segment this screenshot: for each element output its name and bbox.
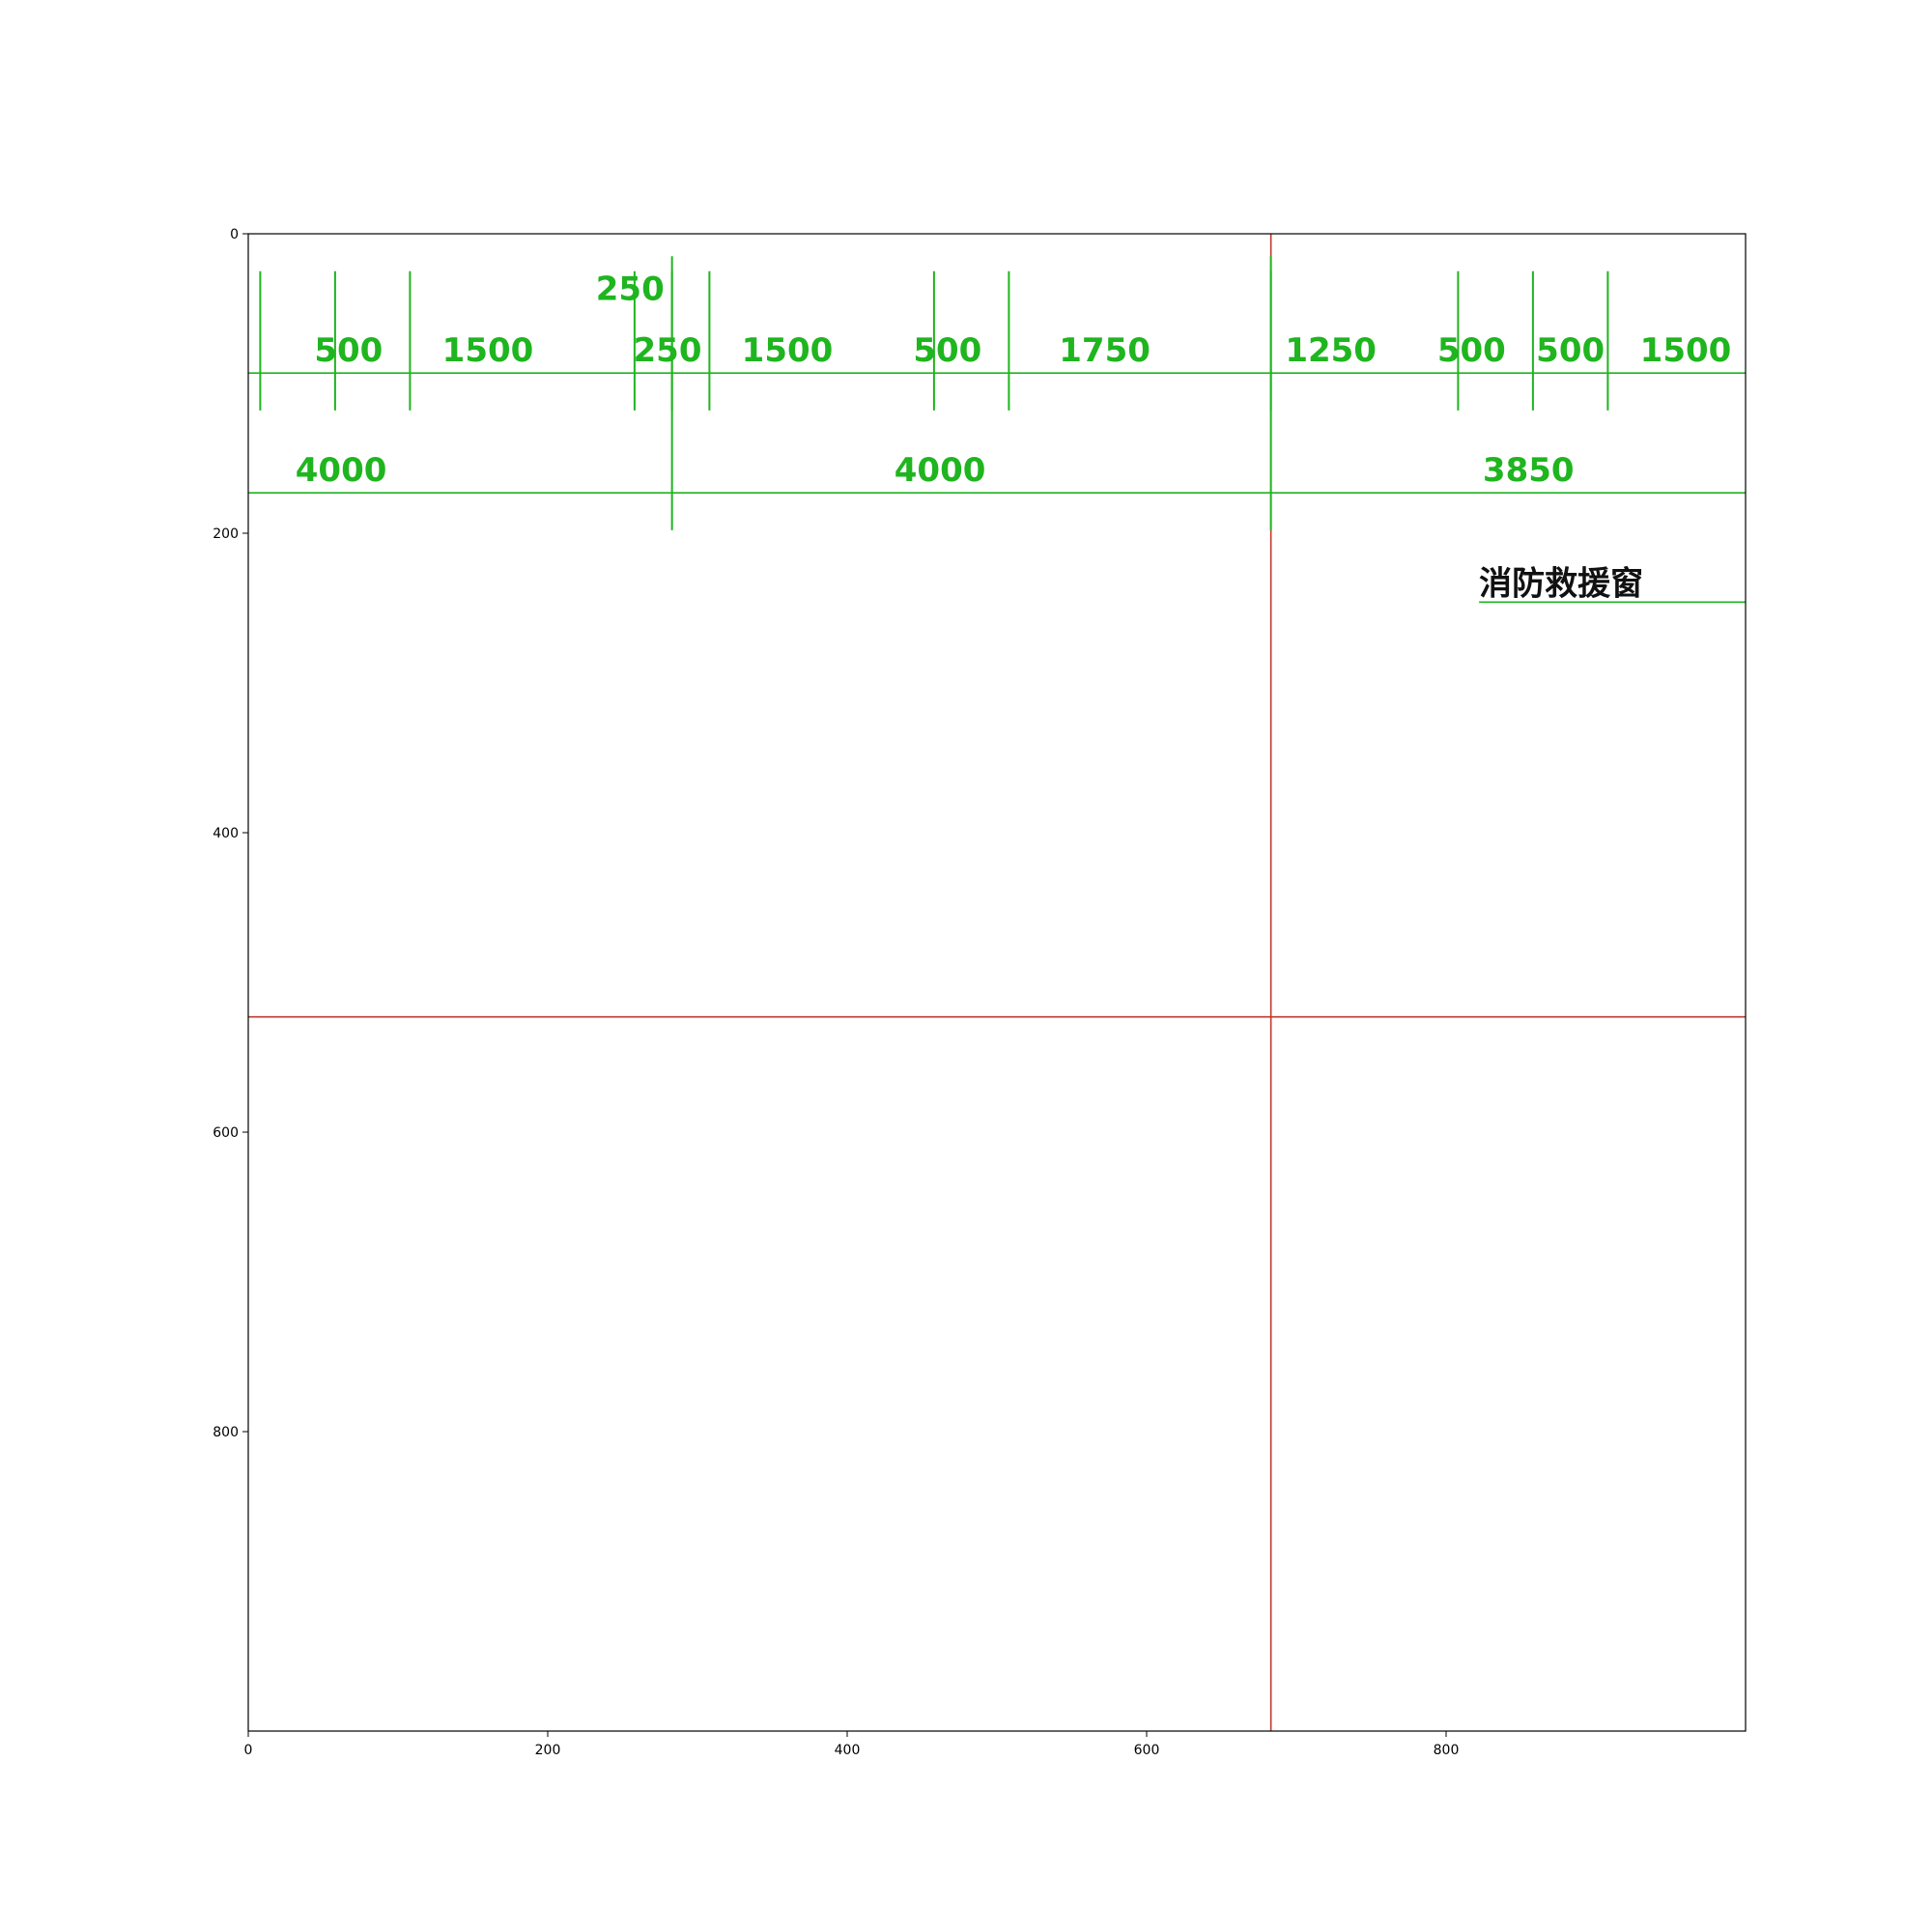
x-tick-label: 0: [244, 1743, 253, 1758]
annotation-label: 消防救援窗: [1479, 564, 1643, 603]
dimension-label: 250: [634, 331, 702, 370]
y-tick-label: 400: [213, 826, 239, 841]
dimension-label: 1250: [1285, 331, 1377, 370]
plot-frame: [247, 233, 1747, 1732]
y-tick-label: 600: [213, 1125, 239, 1141]
x-tick-label: 600: [1134, 1743, 1160, 1758]
dimension-label: 500: [1437, 331, 1506, 370]
dimension-label: 500: [314, 331, 383, 370]
plot-content: 500 1500 250 250 1500 500 1750 1250 500 500 1500 40…: [248, 234, 1746, 1731]
plot-axes: 0 200 400 600 800 0 200 400 600 800: [213, 227, 1747, 1758]
dimension-label: 500: [913, 331, 981, 370]
y-tick-label: 0: [230, 227, 239, 242]
dimension-label: 1500: [742, 331, 834, 370]
dimension-label: 500: [1536, 331, 1605, 370]
x-tick-label: 800: [1434, 1743, 1460, 1758]
x-tick-label: 400: [835, 1743, 861, 1758]
dimension-label: 3850: [1483, 451, 1575, 490]
x-tick-label: 200: [535, 1743, 561, 1758]
dimension-label: 1500: [442, 331, 534, 370]
dimension-label: 4000: [895, 451, 986, 490]
y-tick-label: 800: [213, 1425, 239, 1440]
y-tick-label: 200: [213, 526, 239, 542]
dimension-label: 1500: [1640, 331, 1732, 370]
dimension-label: 4000: [296, 451, 387, 490]
dimension-label: 1750: [1059, 331, 1151, 370]
dimension-label: 250: [596, 270, 665, 309]
